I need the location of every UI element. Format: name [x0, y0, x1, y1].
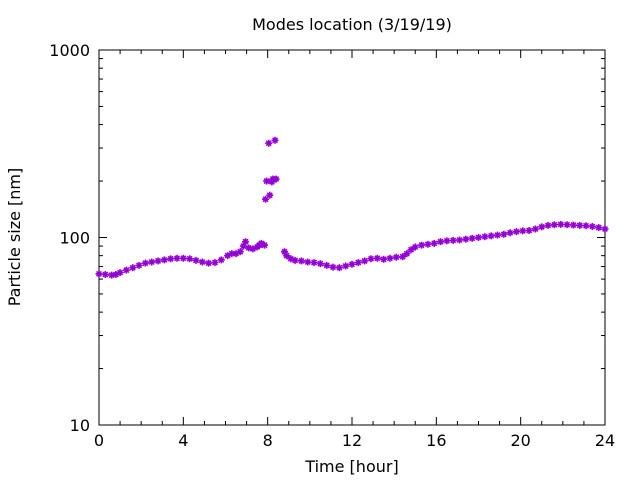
data-point [348, 260, 356, 268]
data-point [487, 232, 495, 240]
data-point [462, 235, 470, 243]
data-point [456, 236, 464, 244]
data-point [493, 231, 501, 239]
data-point [342, 262, 350, 270]
data-point [236, 248, 244, 256]
x-tick-label: 24 [595, 431, 615, 450]
data-point [449, 236, 457, 244]
data-point [437, 238, 445, 246]
data-point [582, 222, 590, 230]
data-point [122, 266, 130, 274]
data-point [399, 253, 407, 261]
data-point [154, 257, 162, 265]
plot-frame [98, 49, 606, 426]
data-point [261, 241, 269, 249]
data-point [186, 255, 194, 263]
data-point [392, 253, 400, 261]
data-point [595, 224, 603, 232]
data-points [95, 136, 609, 279]
data-point [262, 195, 270, 203]
data-point [310, 259, 318, 267]
data-point [361, 257, 369, 265]
data-point [563, 221, 571, 229]
data-point [205, 259, 213, 267]
data-point [380, 255, 388, 263]
data-point [129, 264, 137, 272]
axis-tick-labels: 0 4 8 12 16 20 24 10 100 1000 [49, 41, 615, 450]
data-point [316, 260, 324, 268]
data-point [329, 263, 337, 271]
data-point [242, 238, 250, 246]
data-point [569, 221, 577, 229]
data-point [418, 241, 426, 249]
x-tick-label: 8 [263, 431, 273, 450]
data-point [335, 264, 343, 272]
x-tick-label: 16 [426, 431, 446, 450]
x-tick-label: 20 [510, 431, 530, 450]
data-point [167, 255, 175, 263]
data-point [481, 233, 489, 241]
data-point [557, 220, 565, 228]
data-point [101, 270, 109, 278]
chart-title: Modes location (3/19/19) [252, 15, 452, 34]
data-point [304, 258, 312, 266]
x-axis-label: Time [hour] [304, 457, 398, 476]
data-point [323, 261, 331, 269]
data-point [407, 246, 415, 254]
data-point [297, 257, 305, 265]
data-point [475, 234, 482, 241]
data-point [173, 254, 181, 262]
data-point [386, 254, 394, 262]
data-point [291, 256, 299, 264]
y-tick-label: 100 [59, 229, 90, 248]
x-tick-label: 4 [178, 431, 188, 450]
data-point [95, 270, 103, 278]
data-point [588, 222, 596, 230]
data-point [512, 228, 520, 236]
data-point [576, 221, 584, 229]
data-point [601, 225, 609, 233]
data-point [179, 254, 187, 262]
data-point [141, 259, 149, 267]
axis-ticks [98, 49, 606, 426]
x-tick-label: 12 [342, 431, 362, 450]
y-tick-label: 10 [70, 416, 90, 435]
data-point [424, 240, 432, 248]
y-axis-label: Particle size [nm] [5, 168, 24, 307]
data-point [411, 243, 419, 251]
data-point [192, 256, 200, 264]
data-point [211, 259, 219, 267]
data-point [367, 255, 375, 263]
y-tick-label: 1000 [49, 41, 90, 60]
data-point [519, 227, 527, 235]
data-point [506, 229, 514, 237]
data-point [354, 259, 362, 267]
data-point [550, 221, 558, 229]
data-point [544, 221, 552, 229]
data-point [468, 234, 476, 242]
data-point [217, 256, 225, 264]
data-point [430, 239, 438, 247]
data-point [500, 230, 508, 238]
data-point [525, 226, 533, 234]
data-point [266, 191, 274, 199]
data-point [263, 177, 271, 185]
data-point [272, 175, 280, 183]
data-point [538, 223, 546, 231]
data-point [160, 256, 168, 264]
x-tick-label: 0 [94, 431, 104, 450]
data-point [271, 136, 279, 144]
data-point [198, 258, 206, 266]
data-point [148, 258, 156, 266]
data-point [531, 225, 539, 233]
data-point [116, 269, 124, 277]
data-point [373, 254, 381, 262]
data-point [265, 139, 273, 147]
data-point [443, 237, 451, 245]
data-point [135, 261, 143, 269]
